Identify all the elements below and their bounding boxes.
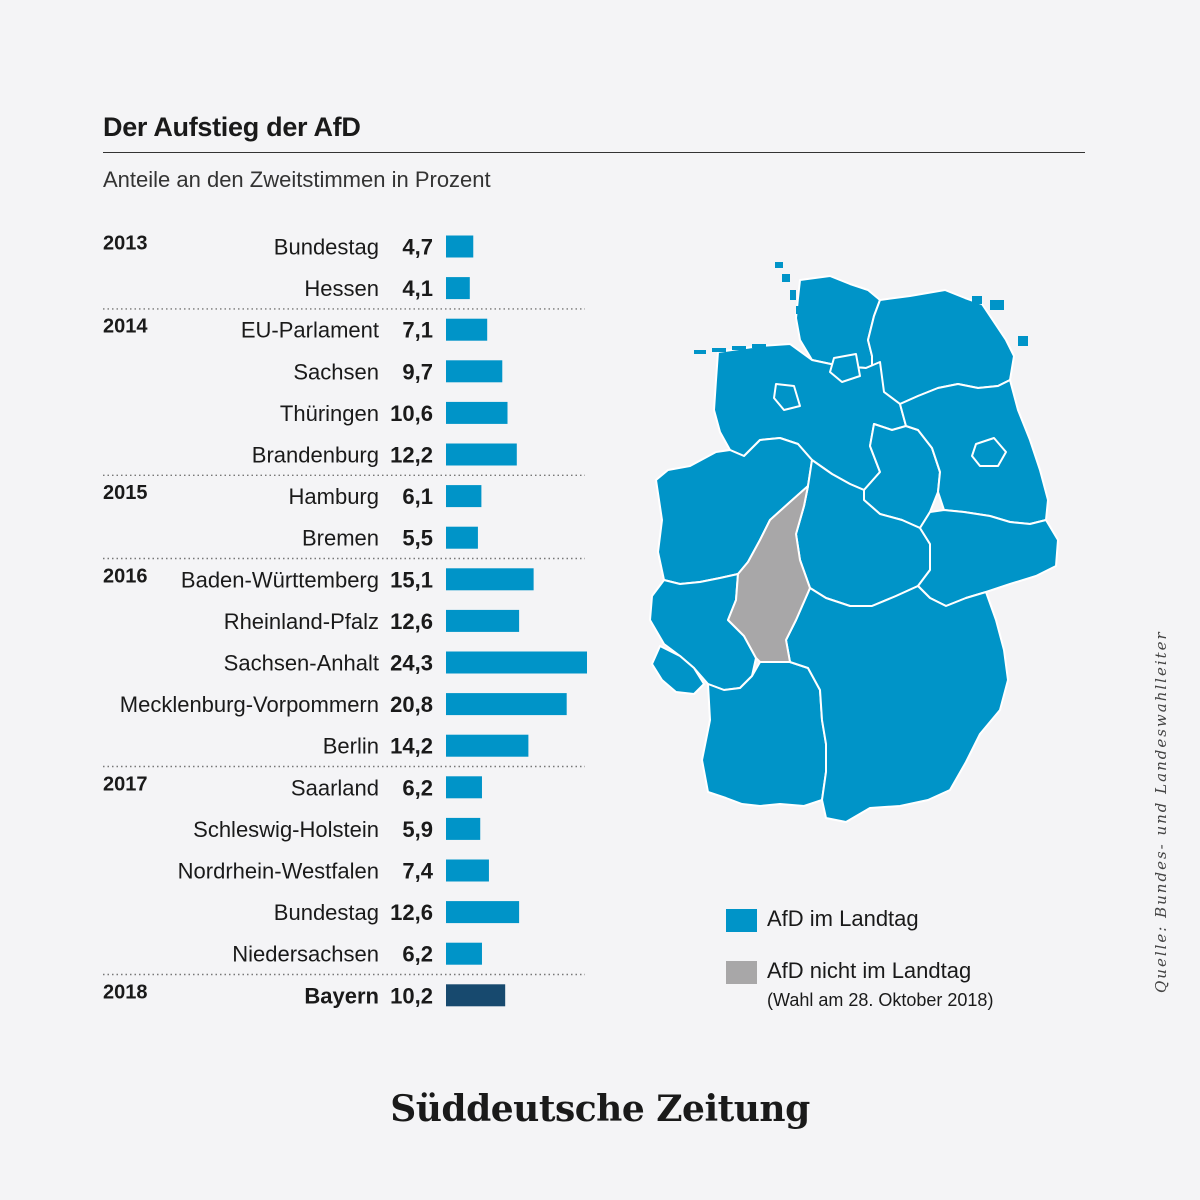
value-label: 14,2 bbox=[390, 734, 433, 759]
category-label: Rheinland-Pfalz bbox=[224, 609, 379, 634]
value-label: 12,6 bbox=[390, 609, 433, 634]
map-island bbox=[990, 300, 1004, 310]
map-state-bremen bbox=[773, 383, 801, 411]
category-label: Bundestag bbox=[274, 900, 379, 925]
category-label: Bayern bbox=[304, 983, 379, 1008]
map-city-states bbox=[773, 353, 1007, 467]
map-island bbox=[712, 348, 726, 352]
bar bbox=[446, 942, 482, 965]
bar bbox=[446, 485, 482, 508]
value-label: 12,6 bbox=[390, 900, 433, 925]
year-label: 2015 bbox=[103, 482, 148, 504]
map-state-hessen bbox=[727, 485, 811, 663]
map-state-berlin bbox=[971, 437, 1007, 467]
bar bbox=[446, 984, 506, 1007]
map-state-schleswig-holstein bbox=[795, 275, 881, 369]
year-label: 2017 bbox=[103, 773, 148, 795]
value-label: 5,5 bbox=[402, 526, 433, 551]
bar bbox=[446, 817, 481, 840]
category-label: Hessen bbox=[304, 276, 379, 301]
bar bbox=[446, 277, 470, 300]
category-label: Niedersachsen bbox=[232, 942, 379, 967]
year-label: 2014 bbox=[103, 316, 148, 338]
bar bbox=[446, 526, 478, 549]
value-label: 4,1 bbox=[402, 276, 433, 301]
bar bbox=[446, 776, 482, 799]
value-label: 20,8 bbox=[390, 692, 433, 717]
legend-swatch-not-in-landtag bbox=[726, 961, 757, 984]
category-label: Mecklenburg-Vorpommern bbox=[120, 692, 379, 717]
chart-subtitle: Anteile an den Zweitstimmen in Prozent bbox=[103, 167, 491, 192]
category-label: Nordrhein-Westfalen bbox=[178, 859, 379, 884]
map-state-saarland bbox=[651, 645, 705, 695]
value-label: 12,2 bbox=[390, 443, 433, 468]
category-label: Hamburg bbox=[289, 484, 379, 509]
value-label: 7,4 bbox=[402, 859, 433, 884]
year-label: 2016 bbox=[103, 565, 148, 587]
value-label: 10,2 bbox=[390, 983, 433, 1008]
category-label: Sachsen bbox=[293, 359, 379, 384]
map-island bbox=[775, 262, 783, 268]
value-label: 6,1 bbox=[402, 484, 433, 509]
category-label: Saarland bbox=[291, 775, 379, 800]
map-island bbox=[752, 344, 766, 348]
chart-title: Der Aufstieg der AfD bbox=[103, 112, 361, 142]
value-label: 10,6 bbox=[390, 401, 433, 426]
map-state-sachsen bbox=[917, 509, 1059, 607]
bar bbox=[446, 568, 534, 591]
map-island bbox=[694, 350, 706, 354]
map-island bbox=[732, 346, 746, 350]
category-label: Berlin bbox=[323, 734, 379, 759]
value-label: 24,3 bbox=[390, 651, 433, 676]
category-label: Brandenburg bbox=[252, 443, 379, 468]
category-label: EU-Parlament bbox=[241, 318, 379, 343]
value-label: 7,1 bbox=[402, 318, 433, 343]
category-label: Baden-Württemberg bbox=[181, 567, 379, 592]
map-islands bbox=[694, 262, 1028, 354]
year-label: 2018 bbox=[103, 981, 148, 1003]
map-state-bayern bbox=[785, 585, 1009, 823]
category-label: Sachsen-Anhalt bbox=[224, 651, 379, 676]
category-label: Bundestag bbox=[274, 235, 379, 260]
legend-label-in-landtag: AfD im Landtag bbox=[767, 906, 919, 931]
bar bbox=[446, 401, 508, 424]
year-label: 2013 bbox=[103, 233, 148, 255]
map-island bbox=[782, 274, 790, 282]
bar bbox=[446, 443, 517, 466]
map-island bbox=[790, 290, 796, 300]
legend-note: (Wahl am 28. Oktober 2018) bbox=[767, 990, 994, 1010]
value-label: 6,2 bbox=[402, 775, 433, 800]
publisher-logo: Süddeutsche Zeitung bbox=[390, 1088, 810, 1130]
bar bbox=[446, 901, 520, 924]
bar bbox=[446, 693, 567, 716]
legend-label-not-in-landtag: AfD nicht im Landtag bbox=[767, 958, 972, 983]
source-note: Quelle: Bundes- und Landeswahlleiter bbox=[1152, 630, 1170, 993]
legend-swatch-in-landtag bbox=[726, 909, 757, 932]
bar bbox=[446, 235, 474, 258]
value-label: 15,1 bbox=[390, 567, 433, 592]
title-divider bbox=[103, 152, 1085, 153]
map-island bbox=[796, 306, 804, 314]
category-label: Bremen bbox=[302, 526, 379, 551]
value-label: 9,7 bbox=[402, 359, 433, 384]
map-state-hamburg bbox=[829, 353, 861, 383]
bar bbox=[446, 859, 489, 882]
category-label: Thüringen bbox=[280, 401, 379, 426]
map-island bbox=[972, 296, 982, 304]
map-island bbox=[1018, 336, 1028, 346]
bar bbox=[446, 651, 587, 674]
bar bbox=[446, 318, 488, 341]
bar bbox=[446, 609, 520, 632]
value-label: 5,9 bbox=[402, 817, 433, 842]
bar bbox=[446, 734, 529, 757]
category-label: Schleswig-Holstein bbox=[193, 817, 379, 842]
value-label: 4,7 bbox=[402, 235, 433, 260]
value-label: 6,2 bbox=[402, 942, 433, 967]
bar bbox=[446, 360, 503, 383]
